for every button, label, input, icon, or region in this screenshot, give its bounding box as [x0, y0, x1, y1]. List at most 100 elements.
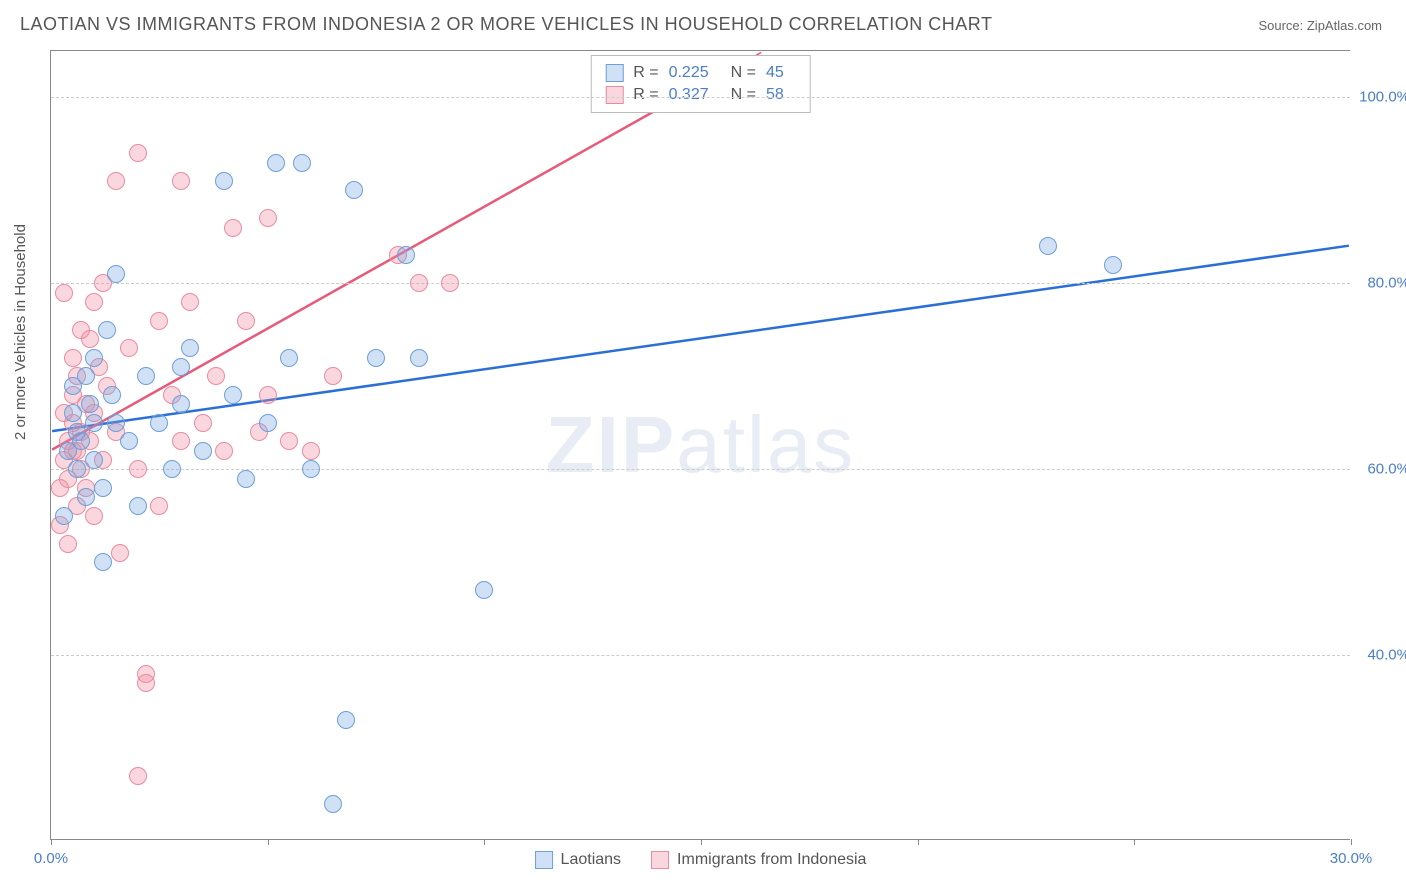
x-tick-mark — [918, 839, 919, 845]
scatter-point-series2 — [181, 293, 199, 311]
scatter-point-series1 — [85, 349, 103, 367]
x-tick-mark — [1134, 839, 1135, 845]
scatter-point-series2 — [172, 432, 190, 450]
scatter-point-series1 — [81, 395, 99, 413]
scatter-point-series2 — [85, 507, 103, 525]
scatter-point-series2 — [259, 386, 277, 404]
scatter-point-series1 — [120, 432, 138, 450]
scatter-point-series2 — [207, 367, 225, 385]
stats-row-series2: R = 0.327 N = 58 — [605, 84, 796, 106]
scatter-point-series1 — [163, 460, 181, 478]
x-tick-mark — [1351, 839, 1352, 845]
n-label-2: N = — [731, 86, 756, 104]
scatter-point-series2 — [172, 172, 190, 190]
scatter-point-series2 — [85, 293, 103, 311]
y-tick-label: 60.0% — [1367, 461, 1406, 478]
swatch-series1 — [605, 64, 623, 82]
scatter-point-series2 — [259, 209, 277, 227]
x-tick-label: 0.0% — [34, 850, 68, 867]
scatter-point-series1 — [293, 154, 311, 172]
r-value-1: 0.225 — [669, 64, 709, 82]
n-label-1: N = — [731, 64, 756, 82]
scatter-point-series1 — [103, 386, 121, 404]
source-attribution: Source: ZipAtlas.com — [1258, 18, 1382, 33]
gridline-h — [51, 283, 1350, 284]
scatter-point-series1 — [259, 414, 277, 432]
gridline-h — [51, 97, 1350, 98]
n-value-1: 45 — [766, 64, 784, 82]
x-tick-mark — [701, 839, 702, 845]
scatter-point-series1 — [267, 154, 285, 172]
scatter-point-series1 — [1104, 256, 1122, 274]
series-legend: Laotians Immigrants from Indonesia — [535, 851, 867, 869]
r-label-1: R = — [633, 64, 658, 82]
trend-lines-svg — [51, 51, 1350, 839]
scatter-point-series1 — [98, 321, 116, 339]
scatter-point-series1 — [1039, 237, 1057, 255]
scatter-point-series1 — [107, 414, 125, 432]
scatter-point-series1 — [172, 358, 190, 376]
gridline-h — [51, 655, 1350, 656]
scatter-point-series1 — [302, 460, 320, 478]
scatter-point-series1 — [215, 172, 233, 190]
x-tick-mark — [51, 839, 52, 845]
scatter-point-series1 — [172, 395, 190, 413]
scatter-point-series1 — [150, 414, 168, 432]
y-tick-label: 40.0% — [1367, 647, 1406, 664]
legend-label-series1: Laotians — [561, 851, 622, 869]
x-tick-mark — [484, 839, 485, 845]
scatter-point-series1 — [77, 488, 95, 506]
scatter-point-series2 — [137, 665, 155, 683]
scatter-point-series1 — [68, 460, 86, 478]
scatter-point-series1 — [94, 479, 112, 497]
scatter-point-series2 — [150, 497, 168, 515]
watermark-light: atlas — [676, 400, 855, 489]
scatter-point-series1 — [345, 181, 363, 199]
scatter-point-series2 — [280, 432, 298, 450]
scatter-point-series1 — [280, 349, 298, 367]
watermark-bold: ZIP — [546, 400, 676, 489]
scatter-point-series2 — [324, 367, 342, 385]
scatter-point-series2 — [410, 274, 428, 292]
stats-row-series1: R = 0.225 N = 45 — [605, 62, 796, 84]
scatter-point-series1 — [367, 349, 385, 367]
scatter-point-series2 — [224, 219, 242, 237]
y-tick-label: 100.0% — [1359, 89, 1406, 106]
stats-legend-box: R = 0.225 N = 45 R = 0.327 N = 58 — [590, 55, 811, 113]
scatter-point-series1 — [107, 265, 125, 283]
y-tick-label: 80.0% — [1367, 275, 1406, 292]
legend-item-series1: Laotians — [535, 851, 622, 869]
legend-swatch-series1 — [535, 851, 553, 869]
scatter-point-series2 — [59, 535, 77, 553]
legend-swatch-series2 — [651, 851, 669, 869]
scatter-point-series2 — [107, 172, 125, 190]
swatch-series2 — [605, 86, 623, 104]
scatter-point-series2 — [441, 274, 459, 292]
scatter-point-series1 — [181, 339, 199, 357]
scatter-point-series1 — [85, 451, 103, 469]
scatter-point-series1 — [85, 414, 103, 432]
scatter-point-series2 — [81, 330, 99, 348]
scatter-point-series2 — [215, 442, 233, 460]
chart-plot-area: ZIPatlas R = 0.225 N = 45 R = 0.327 N = … — [50, 50, 1350, 840]
scatter-point-series1 — [337, 711, 355, 729]
scatter-point-series1 — [94, 553, 112, 571]
scatter-point-series1 — [77, 367, 95, 385]
scatter-point-series2 — [237, 312, 255, 330]
scatter-point-series1 — [64, 404, 82, 422]
scatter-point-series1 — [194, 442, 212, 460]
y-axis-label: 2 or more Vehicles in Household — [12, 224, 29, 440]
scatter-point-series2 — [129, 767, 147, 785]
scatter-point-series2 — [150, 312, 168, 330]
watermark: ZIPatlas — [546, 399, 855, 491]
legend-item-series2: Immigrants from Indonesia — [651, 851, 866, 869]
scatter-point-series2 — [129, 460, 147, 478]
r-label-2: R = — [633, 86, 658, 104]
r-value-2: 0.327 — [669, 86, 709, 104]
scatter-point-series1 — [224, 386, 242, 404]
scatter-point-series2 — [55, 284, 73, 302]
scatter-point-series2 — [111, 544, 129, 562]
legend-label-series2: Immigrants from Indonesia — [677, 851, 866, 869]
scatter-point-series1 — [55, 507, 73, 525]
n-value-2: 58 — [766, 86, 784, 104]
